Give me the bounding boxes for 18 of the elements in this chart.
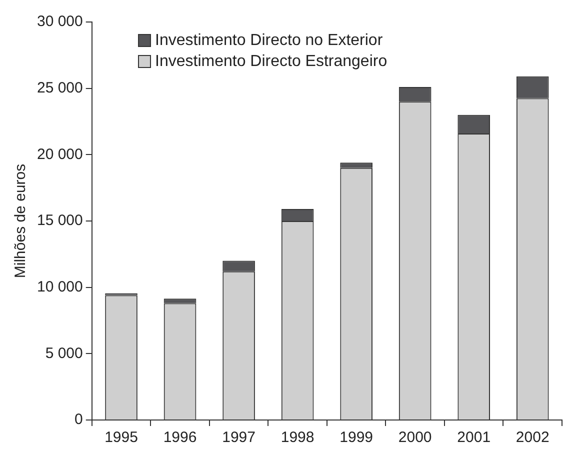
x-tick-label: 1996 bbox=[163, 429, 197, 446]
y-tick-label: 5 000 bbox=[45, 344, 83, 362]
x-tick-label: 1995 bbox=[104, 429, 138, 446]
legend-label: Investimento Directo Estrangeiro bbox=[155, 52, 388, 70]
y-tick-label: 30 000 bbox=[36, 13, 83, 30]
x-tick-label: 1998 bbox=[280, 429, 314, 446]
y-tick-label: 10 000 bbox=[36, 278, 83, 296]
y-tick-label: 0 bbox=[74, 411, 83, 428]
x-tick-label: 1997 bbox=[222, 429, 256, 446]
legend-label: Investimento Directo no Exterior bbox=[155, 32, 383, 50]
x-tick-label: 2000 bbox=[398, 429, 432, 446]
x-tick-label: 2001 bbox=[457, 429, 491, 446]
x-tick-label: 2002 bbox=[516, 429, 550, 446]
y-tick-label: 15 000 bbox=[36, 212, 83, 230]
y-axis-title: Milhões de euros bbox=[12, 164, 30, 278]
y-tick-label: 25 000 bbox=[36, 79, 83, 96]
y-tick-label: 20 000 bbox=[36, 146, 83, 163]
x-tick-label: 1999 bbox=[340, 429, 374, 446]
